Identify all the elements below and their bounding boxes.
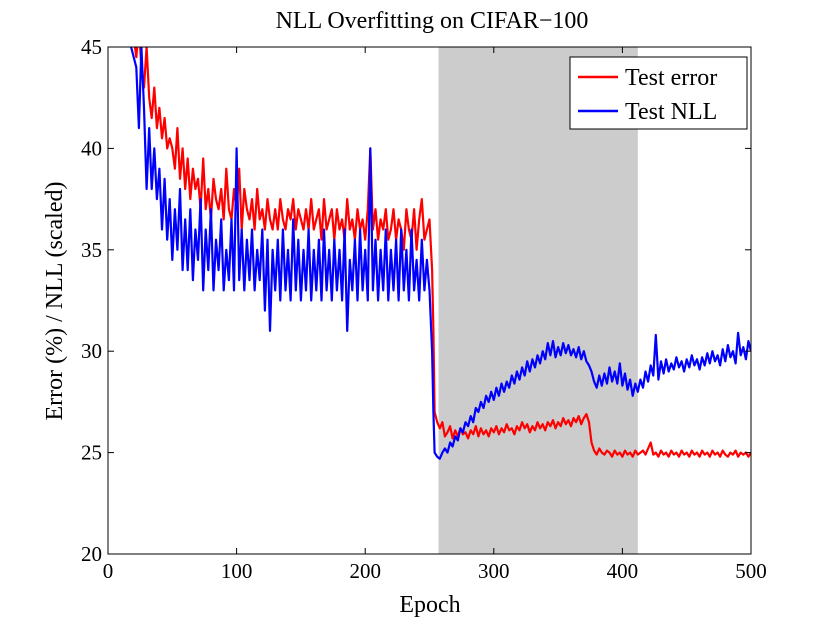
legend-label-test-error: Test error (625, 65, 717, 91)
legend-label-test-nll: Test NLL (625, 99, 717, 125)
x-tick-label: 500 (735, 559, 767, 583)
series-layer (130, 47, 751, 460)
x-axis-label: Epoch (399, 592, 460, 618)
x-tick-label: 300 (478, 559, 510, 583)
axes-box (107, 46, 752, 555)
y-axis-label: Error (%) / NLL (scaled) (42, 182, 68, 421)
y-tick-label: 25 (81, 441, 102, 465)
y-tick-label: 45 (81, 35, 102, 59)
legend: Test error Test NLL (569, 56, 748, 130)
x-tick-label: 200 (349, 559, 381, 583)
ticks-layer: 0 100 200 300 400 500 20 25 30 35 40 45 (81, 35, 767, 583)
legend-box (569, 56, 748, 130)
y-tick-label: 35 (81, 238, 102, 262)
x-tick-label: 100 (221, 559, 253, 583)
y-tick-label: 30 (81, 339, 102, 363)
shaded-region (438, 47, 638, 554)
y-tick-label: 40 (81, 136, 102, 160)
chart-title: NLL Overfitting on CIFAR−100 (276, 8, 589, 34)
x-tick-label: 400 (607, 559, 639, 583)
plot-area: 0 100 200 300 400 500 20 25 30 35 40 45 (81, 35, 767, 583)
x-tick-label: 0 (103, 559, 114, 583)
series-line-test-nll (130, 47, 751, 460)
y-tick-label: 20 (81, 542, 102, 566)
